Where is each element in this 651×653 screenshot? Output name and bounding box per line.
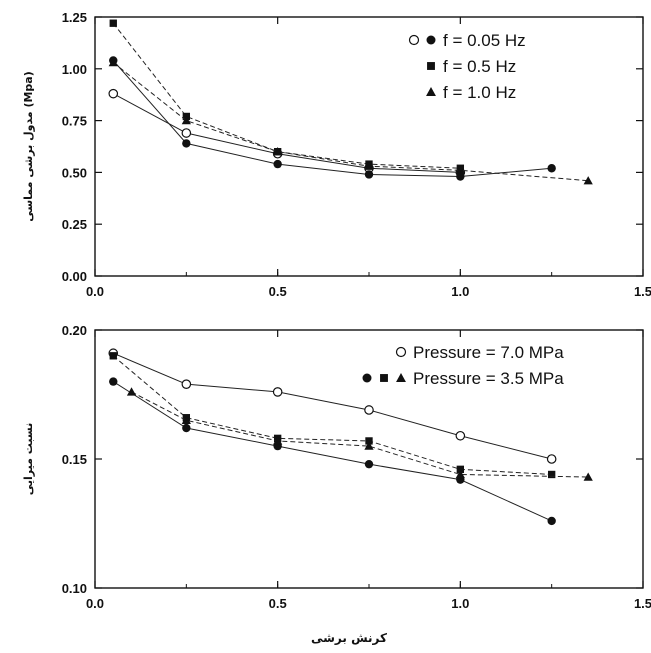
data-point — [547, 470, 556, 479]
legend: Pressure = 7.0 MPa Pressure = 3.5 MPa — [362, 343, 564, 388]
data-point — [365, 437, 373, 445]
y-tick-label: 0.10 — [62, 581, 87, 596]
series-line — [112, 381, 552, 522]
data-point — [364, 161, 374, 170]
data-point — [182, 139, 191, 148]
series-filled-circle — [109, 56, 556, 181]
x-tick-label: 1.5 — [634, 596, 651, 611]
series-open-circle — [108, 348, 557, 464]
x-tick-label: 0.0 — [86, 596, 104, 611]
y-tick-label: 0.15 — [62, 452, 87, 467]
x-tick-label: 1.0 — [451, 284, 469, 299]
data-point — [181, 128, 192, 138]
data-point — [547, 164, 556, 173]
data-point — [108, 57, 118, 67]
data-point — [126, 387, 137, 396]
legend-label: Pressure = 7.0 MPa — [413, 343, 564, 362]
y-axis-label: مدول برشی مماسی (Mpa) — [22, 71, 35, 222]
y-tick-label: 1.00 — [62, 62, 87, 77]
data-point — [273, 147, 283, 156]
data-point — [455, 165, 465, 175]
legend-marker — [408, 34, 420, 46]
data-point — [364, 170, 374, 179]
plot-frame — [94, 16, 644, 277]
data-point — [109, 19, 117, 27]
y-axis-label: نسبت میرایی — [22, 423, 35, 495]
y-tick-label: 0.50 — [62, 165, 87, 180]
series-filled-circle — [109, 377, 556, 526]
series-line — [113, 93, 461, 173]
data-point — [273, 436, 283, 445]
y-tick-label: 0.20 — [62, 323, 87, 338]
legend-label: Pressure = 3.5 MPa — [413, 369, 564, 388]
data-point — [181, 379, 192, 389]
x-axis-label: کرنش برشی — [311, 631, 387, 645]
legend-marker — [426, 35, 436, 45]
y-tick-label: 0.25 — [62, 217, 87, 232]
data-point — [583, 176, 593, 185]
x-tick-label: 1.0 — [451, 596, 469, 611]
data-point — [181, 415, 191, 424]
data-point — [456, 172, 465, 181]
x-tick-label: 0.5 — [269, 596, 287, 611]
series-line — [112, 355, 552, 475]
legend-label: f = 1.0 Hz — [443, 83, 516, 102]
legend-label: f = 0.05 Hz — [443, 31, 526, 50]
data-point — [456, 465, 465, 473]
x-tick-label: 0.5 — [269, 284, 287, 299]
data-point — [182, 423, 191, 433]
y-tick-label: 1.25 — [62, 10, 87, 25]
legend-marker — [362, 373, 372, 383]
data-point — [109, 377, 118, 386]
data-point — [455, 469, 465, 479]
x-tick-label: 1.5 — [634, 284, 651, 299]
data-point — [546, 454, 557, 464]
data-point — [273, 159, 282, 169]
data-point — [108, 88, 119, 99]
series-line — [131, 391, 589, 478]
data-point — [181, 115, 191, 125]
series-line — [112, 62, 589, 182]
series-filled-triangle — [108, 57, 593, 185]
y-tick-label: 0.75 — [62, 114, 87, 129]
series-filled-triangle — [126, 387, 593, 481]
y-tick-label: 0.00 — [62, 269, 87, 284]
data-point — [455, 430, 466, 441]
chart-panel-2: 0.0 0.5 1.0 1.5 0.10 0.15 0.20 نسبت میرایی کرنش … — [22, 323, 651, 645]
series-line — [112, 60, 552, 178]
series-line — [113, 352, 552, 460]
series-open-circle — [108, 88, 466, 178]
series-line — [112, 22, 461, 169]
data-point — [583, 472, 593, 481]
legend-marker — [380, 374, 388, 382]
x-tick-label: 0.0 — [86, 284, 104, 299]
legend-marker — [395, 346, 407, 358]
data-point — [272, 387, 283, 397]
legend-marker — [426, 87, 436, 96]
legend-label: f = 0.5 Hz — [443, 57, 516, 76]
data-point — [364, 441, 374, 450]
legend-marker — [396, 373, 406, 382]
chart-panel-1: 0.0 0.5 1.0 1.5 0.00 0.25 0.50 0.75 1.00 1.25 مدول… — [22, 10, 651, 299]
data-point — [364, 405, 374, 415]
legend: f = 0.05 Hz f = 0.5 Hz f = 1.0 Hz — [408, 31, 526, 102]
legend-marker — [427, 62, 435, 70]
data-point — [364, 459, 374, 469]
data-point — [547, 516, 556, 526]
data-point — [109, 352, 117, 360]
